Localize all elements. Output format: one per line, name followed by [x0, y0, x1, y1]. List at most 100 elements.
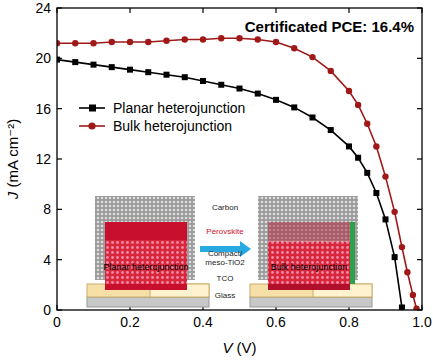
marker — [237, 86, 243, 92]
marker — [413, 306, 419, 310]
marker — [346, 143, 352, 149]
x-tick-label: 0.2 — [120, 314, 140, 330]
arrow — [200, 241, 251, 257]
marker — [182, 74, 188, 80]
marker — [255, 91, 261, 97]
x-tick-label: 0.4 — [193, 314, 213, 330]
marker — [273, 97, 279, 103]
x-axis-title: V (V) — [222, 339, 256, 356]
device: Planar heterojunction — [87, 196, 209, 307]
marker — [291, 45, 297, 51]
plot-data — [57, 35, 420, 310]
marker — [364, 170, 370, 176]
marker — [109, 39, 115, 45]
glass — [87, 297, 209, 307]
y-tick — [417, 259, 422, 260]
marker — [273, 39, 279, 45]
marker — [145, 69, 151, 75]
marker — [163, 38, 169, 44]
marker — [145, 39, 151, 45]
frame — [57, 8, 422, 310]
y-tick — [417, 158, 422, 159]
x-tick-label: 0 — [53, 314, 61, 330]
marker — [127, 39, 133, 45]
x-tick — [348, 8, 349, 13]
legend-item: Planar heterojunction — [79, 100, 245, 116]
y-tick — [417, 58, 422, 59]
marker — [218, 35, 224, 41]
y-tick — [57, 158, 62, 159]
carbon — [258, 196, 358, 280]
marker — [109, 64, 115, 70]
y-tick — [57, 108, 62, 109]
marker — [91, 62, 97, 68]
perovskite — [105, 222, 187, 290]
marker — [127, 67, 133, 73]
legend-item: Bulk heterojunction — [79, 118, 232, 134]
inset-label: Planar heterojunction — [103, 262, 188, 272]
marker — [373, 143, 379, 149]
marker — [328, 68, 334, 74]
layer-label: TCO — [217, 274, 234, 283]
y-axis-title: J (mA cm⁻²) — [4, 119, 21, 200]
marker — [399, 304, 405, 310]
marker — [404, 269, 410, 275]
y-tick-label: 4 — [43, 252, 51, 268]
legend-marker — [88, 122, 95, 129]
marker — [164, 72, 170, 78]
meso-tio2 — [268, 240, 350, 284]
legend-label: Planar heterojunction — [113, 100, 245, 116]
marker — [355, 155, 361, 161]
marker — [382, 173, 388, 179]
marker — [355, 102, 361, 108]
marker — [373, 190, 379, 196]
marker — [90, 40, 96, 46]
y-tick-label: 8 — [43, 201, 51, 217]
y-tick-label: 16 — [35, 101, 51, 117]
chart: 00.20.40.60.81.004812162024V (V)J (mA cm… — [0, 0, 433, 362]
layer-label: Compact/ — [208, 249, 243, 258]
layer-label: Perovskite — [206, 227, 244, 236]
marker — [410, 292, 416, 298]
marker — [328, 127, 334, 133]
perovskite — [268, 222, 350, 290]
legend-label: Bulk heterojunction — [113, 118, 232, 134]
marker — [346, 88, 352, 94]
marker — [392, 254, 398, 260]
device: Bulk heterojunction — [250, 196, 372, 307]
x-tick-label: 0.6 — [266, 314, 286, 330]
series-line — [57, 38, 417, 309]
x-tick — [202, 8, 203, 13]
x-tick — [129, 8, 130, 13]
x-tick — [275, 8, 276, 13]
marker — [72, 59, 78, 65]
marker — [391, 209, 397, 215]
layer-label: meso-TiO2 — [205, 258, 245, 267]
y-tick-label: 0 — [43, 302, 51, 318]
marker — [383, 216, 389, 222]
marker — [200, 36, 206, 42]
marker — [364, 121, 370, 127]
y-tick-label: 24 — [35, 0, 51, 16]
marker — [200, 78, 206, 84]
marker — [291, 104, 297, 110]
y-tick-label: 20 — [35, 50, 51, 66]
unit: (V) — [232, 339, 256, 356]
y-tick — [417, 108, 422, 109]
annotation: Certificated PCE: 16.4% — [245, 18, 414, 35]
x-tick-label: 1.0 — [412, 314, 432, 330]
layer-label: Glass — [215, 291, 235, 300]
marker — [309, 54, 315, 60]
unit: (mA cm⁻²) — [4, 119, 21, 192]
carbon-infiltration — [268, 222, 350, 242]
series-line — [57, 60, 402, 308]
inset-label: Bulk heterojunction — [271, 262, 348, 272]
marker — [399, 244, 405, 250]
marker — [218, 82, 224, 88]
legend-marker — [89, 105, 96, 112]
y-tick — [417, 209, 422, 210]
marker — [182, 36, 188, 42]
marker — [310, 114, 316, 120]
layer-label: Carbon — [212, 203, 238, 212]
y-tick — [57, 259, 62, 260]
